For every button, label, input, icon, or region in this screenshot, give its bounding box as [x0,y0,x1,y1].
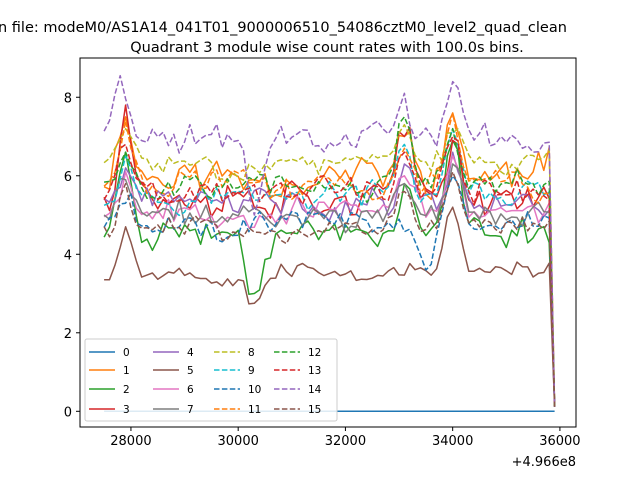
legend-label-6: 6 [187,384,194,396]
x-tick-label: 36000 [539,434,580,449]
series-line-9 [103,127,556,407]
y-tick-label: 8 [64,91,72,106]
legend-label-10: 10 [248,384,261,396]
series-line-2 [103,139,556,407]
x-tick-label: 32000 [325,434,366,449]
legend-box [84,338,338,422]
x-tick-label: 34000 [432,434,473,449]
chart-title: Quadrant 3 module wise count rates with … [130,40,524,56]
legend-label-7: 7 [187,404,194,416]
legend-label-11: 11 [248,404,261,416]
x-tick-label: 28000 [110,434,151,449]
series-layer [103,74,556,413]
series-line-8 [103,123,556,407]
legend-label-9: 9 [248,365,255,377]
legend-label-15: 15 [308,404,321,416]
series-line-7 [103,163,556,407]
legend-label-13: 13 [308,365,321,377]
legend-label-14: 14 [308,384,322,396]
legend-label-2: 2 [123,384,130,396]
series-line-14 [103,74,556,407]
series-line-1 [103,112,556,407]
series-line-5 [104,206,556,407]
axis-layer: 28000 30000 32000 34000 36000 0 2 4 6 8 [64,91,581,449]
legend-label-0: 0 [123,347,130,359]
series-line-12 [104,116,556,407]
legend-label-3: 3 [123,404,130,416]
legend-label-5: 5 [187,365,194,377]
legend-label-4: 4 [187,347,194,359]
legend-label-12: 12 [308,347,321,359]
legend-label-1: 1 [123,365,130,377]
x-tick-label: 30000 [218,434,259,449]
plot-frame [79,57,577,428]
y-tick-label: 6 [64,170,72,185]
y-tick-label: 0 [64,405,72,420]
chart-suptitle: n file: modeM0/AS1A14_041T01_9000006510_… [0,20,567,36]
series-line-15 [103,171,556,407]
series-line-11 [103,112,556,407]
x-offset-label: +4.966e8 [512,455,576,470]
legend-label-8: 8 [248,347,255,359]
y-tick-label: 4 [64,248,72,263]
series-line-13 [103,135,556,407]
y-tick-label: 2 [64,327,72,342]
